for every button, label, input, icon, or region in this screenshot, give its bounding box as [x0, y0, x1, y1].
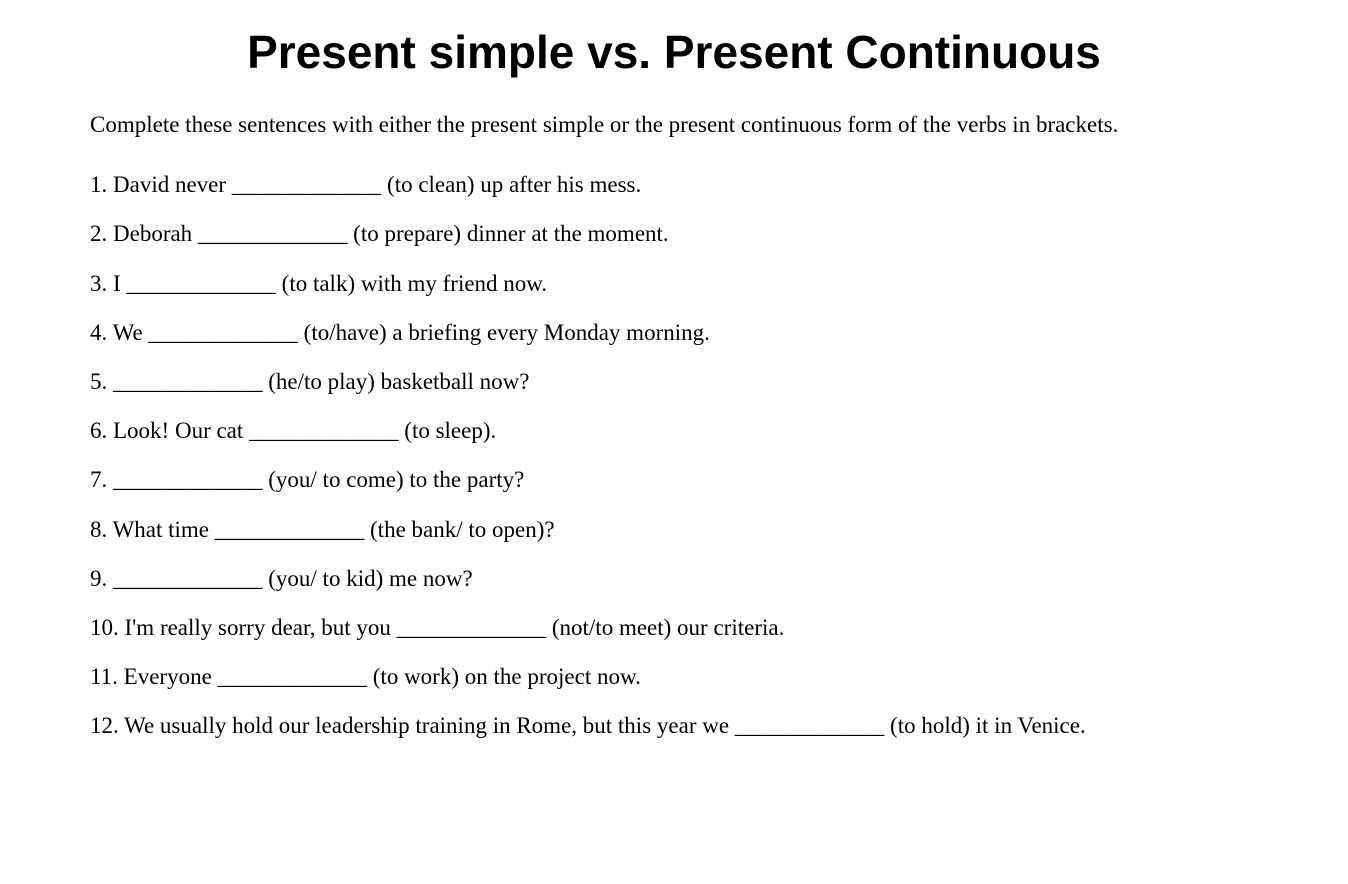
question-item: 9. _____________ (you/ to kid) me now?	[90, 563, 1258, 595]
question-item: 11. Everyone _____________ (to work) on …	[90, 661, 1258, 693]
question-item: 10. I'm really sorry dear, but you _____…	[90, 612, 1258, 644]
question-item: 3. I _____________ (to talk) with my fri…	[90, 268, 1258, 300]
worksheet-container: Present simple vs. Present Continuous Co…	[0, 0, 1348, 789]
question-item: 1. David never _____________ (to clean) …	[90, 169, 1258, 201]
question-item: 7. _____________ (you/ to come) to the p…	[90, 464, 1258, 496]
question-item: 5. _____________ (he/to play) basketball…	[90, 366, 1258, 398]
question-item: 8. What time _____________ (the bank/ to…	[90, 514, 1258, 546]
worksheet-title: Present simple vs. Present Continuous	[90, 25, 1258, 79]
worksheet-instructions: Complete these sentences with either the…	[90, 109, 1258, 141]
question-item: 6. Look! Our cat _____________ (to sleep…	[90, 415, 1258, 447]
question-item: 4. We _____________ (to/have) a briefing…	[90, 317, 1258, 349]
question-item: 12. We usually hold our leadership train…	[90, 710, 1258, 742]
question-item: 2. Deborah _____________ (to prepare) di…	[90, 218, 1258, 250]
question-list: 1. David never _____________ (to clean) …	[90, 169, 1258, 742]
